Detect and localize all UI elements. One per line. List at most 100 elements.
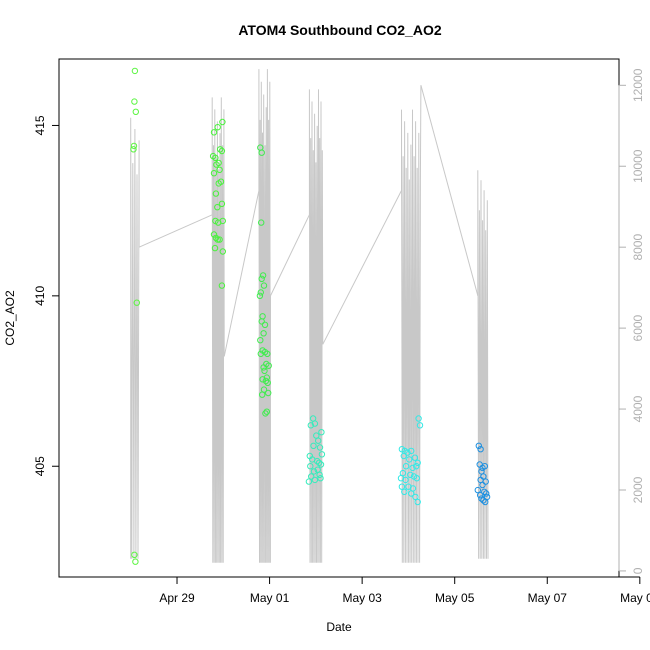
data-point [263,408,270,415]
data-point [265,389,272,397]
data-point [130,142,138,150]
right-tick-label: 12000 [631,68,645,102]
data-point [260,282,268,289]
data-point [307,463,314,470]
data-point [218,147,226,155]
y-tick-label: 415 [33,115,47,135]
data-point [408,490,415,497]
line-connector-2 [270,214,310,296]
chart-title: ATOM4 Southbound CO2_AO2 [238,22,441,38]
data-point [219,248,227,255]
x-tick-label: May 05 [435,591,475,605]
data-point [407,471,414,478]
data-point [415,415,422,422]
data-point [402,463,410,470]
y-axis-label: CO2_AO2 [3,290,17,346]
x-axis: Apr 29 May 01 May 03 May 05 May 07 May 09 [159,576,650,605]
data-point [212,234,220,242]
data-point [318,451,326,458]
data-point [210,170,218,177]
line-connector-0 [138,214,213,248]
data-point [258,275,265,282]
data-point [215,180,222,187]
data-point [307,422,314,429]
data-point [256,292,264,299]
data-point [480,497,487,504]
data-point [218,282,226,289]
data-point [311,476,319,484]
data-point [310,442,317,449]
data-point [317,475,324,482]
data-point [259,376,266,383]
data-point [131,551,138,558]
data-point [314,457,321,465]
data-point [401,488,408,495]
y-axis-left: 405 410 415 [33,115,60,476]
line-burst-5 [477,170,489,559]
right-tick-label: 8000 [631,234,645,261]
data-point [216,236,223,243]
data-point [315,459,323,466]
right-tick-label: 0 [631,567,645,574]
data-point [264,350,271,357]
data-point [305,478,313,485]
data-point [131,67,139,75]
data-point [258,318,265,325]
data-point [257,289,264,296]
data-point [260,330,267,337]
line-connector-4 [420,85,479,296]
data-point [475,442,482,449]
data-point [477,492,484,499]
data-point [398,483,406,490]
data-point [308,473,315,480]
data-point [212,154,219,162]
y-axis-right: 0 2000 4000 6000 8000 10000 12000 [618,68,645,574]
line-burst-4 [401,85,422,563]
data-point [400,452,407,460]
data-point [483,493,491,501]
right-tick-label: 2000 [631,476,645,503]
data-point [409,464,416,472]
data-point [210,231,218,238]
data-point [130,146,137,153]
data-point [131,98,138,105]
data-point [412,493,419,501]
data-point [411,454,419,461]
data-point [402,476,409,484]
right-tick-label: 6000 [631,314,645,341]
data-point [481,463,488,470]
data-point [214,124,221,131]
x-tick-label: Apr 29 [159,591,195,605]
data-point [414,459,421,466]
data-point [416,422,424,429]
data-point [133,299,141,306]
data-point [216,146,224,153]
data-point [315,437,322,444]
data-point [258,149,265,156]
line-burst-2 [258,69,271,563]
data-point [219,217,227,225]
right-tick-label: 10000 [631,149,645,183]
data-point [213,161,220,168]
data-point [264,379,271,386]
line-series-right-axis [130,69,489,563]
data-point [413,475,420,482]
data-point [257,337,264,344]
data-point [477,446,484,453]
data-point [481,488,488,495]
x-axis-label: Date [326,620,352,634]
data-point [483,490,490,497]
data-point [311,420,319,427]
x-tick-label: May 03 [342,591,382,605]
data-point [262,410,269,417]
data-point [261,367,268,374]
data-point [259,391,266,398]
x-tick-label: May 07 [528,591,568,605]
data-point [414,498,421,506]
data-point [413,463,420,470]
data-point [406,456,413,463]
data-point [318,429,325,436]
data-point [316,471,323,478]
data-point [474,486,481,494]
